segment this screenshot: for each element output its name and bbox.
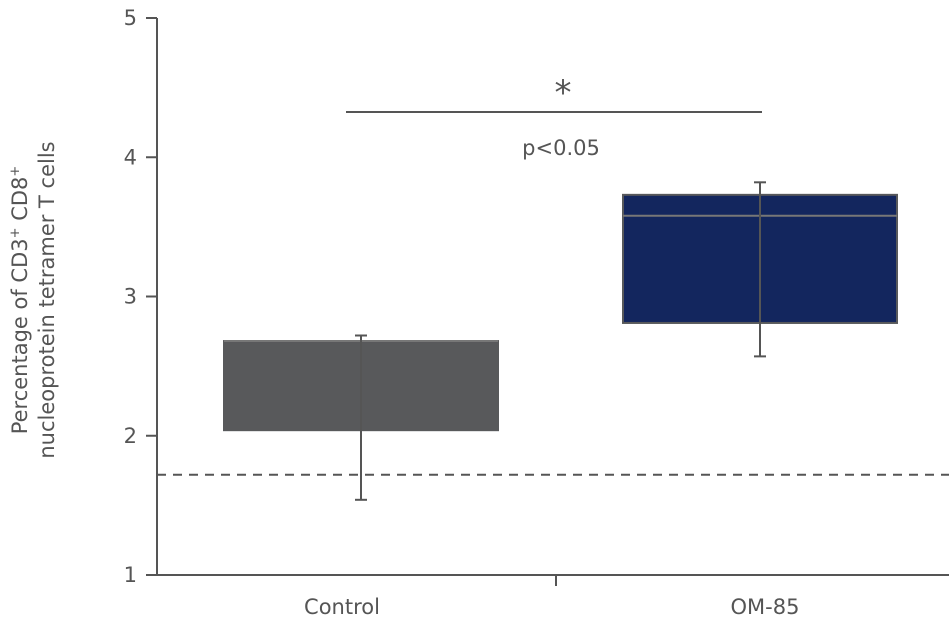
x-tick-labels: Control OM-85 xyxy=(304,595,799,618)
x-tick-label: OM-85 xyxy=(731,595,800,618)
y-tick-label: 3 xyxy=(124,285,137,309)
significance-star: * xyxy=(555,73,572,113)
y-tick-label: 1 xyxy=(124,563,137,587)
y-axis-label-line1: Percentage of CD3+ CD8+ xyxy=(8,166,32,435)
box-om-85 xyxy=(622,181,898,358)
x-tick-label: Control xyxy=(304,595,380,618)
y-tick-label: 5 xyxy=(124,6,137,30)
boxes xyxy=(223,181,898,501)
y-ticks: 1 2 3 4 5 xyxy=(124,6,157,587)
y-tick-label: 4 xyxy=(124,145,137,169)
y-tick-label: 2 xyxy=(124,424,137,448)
significance-p-value: p<0.05 xyxy=(522,136,600,160)
box-control xyxy=(223,334,499,501)
y-axis-label-line2: nucleoprotein tetramer T cells xyxy=(35,141,59,458)
